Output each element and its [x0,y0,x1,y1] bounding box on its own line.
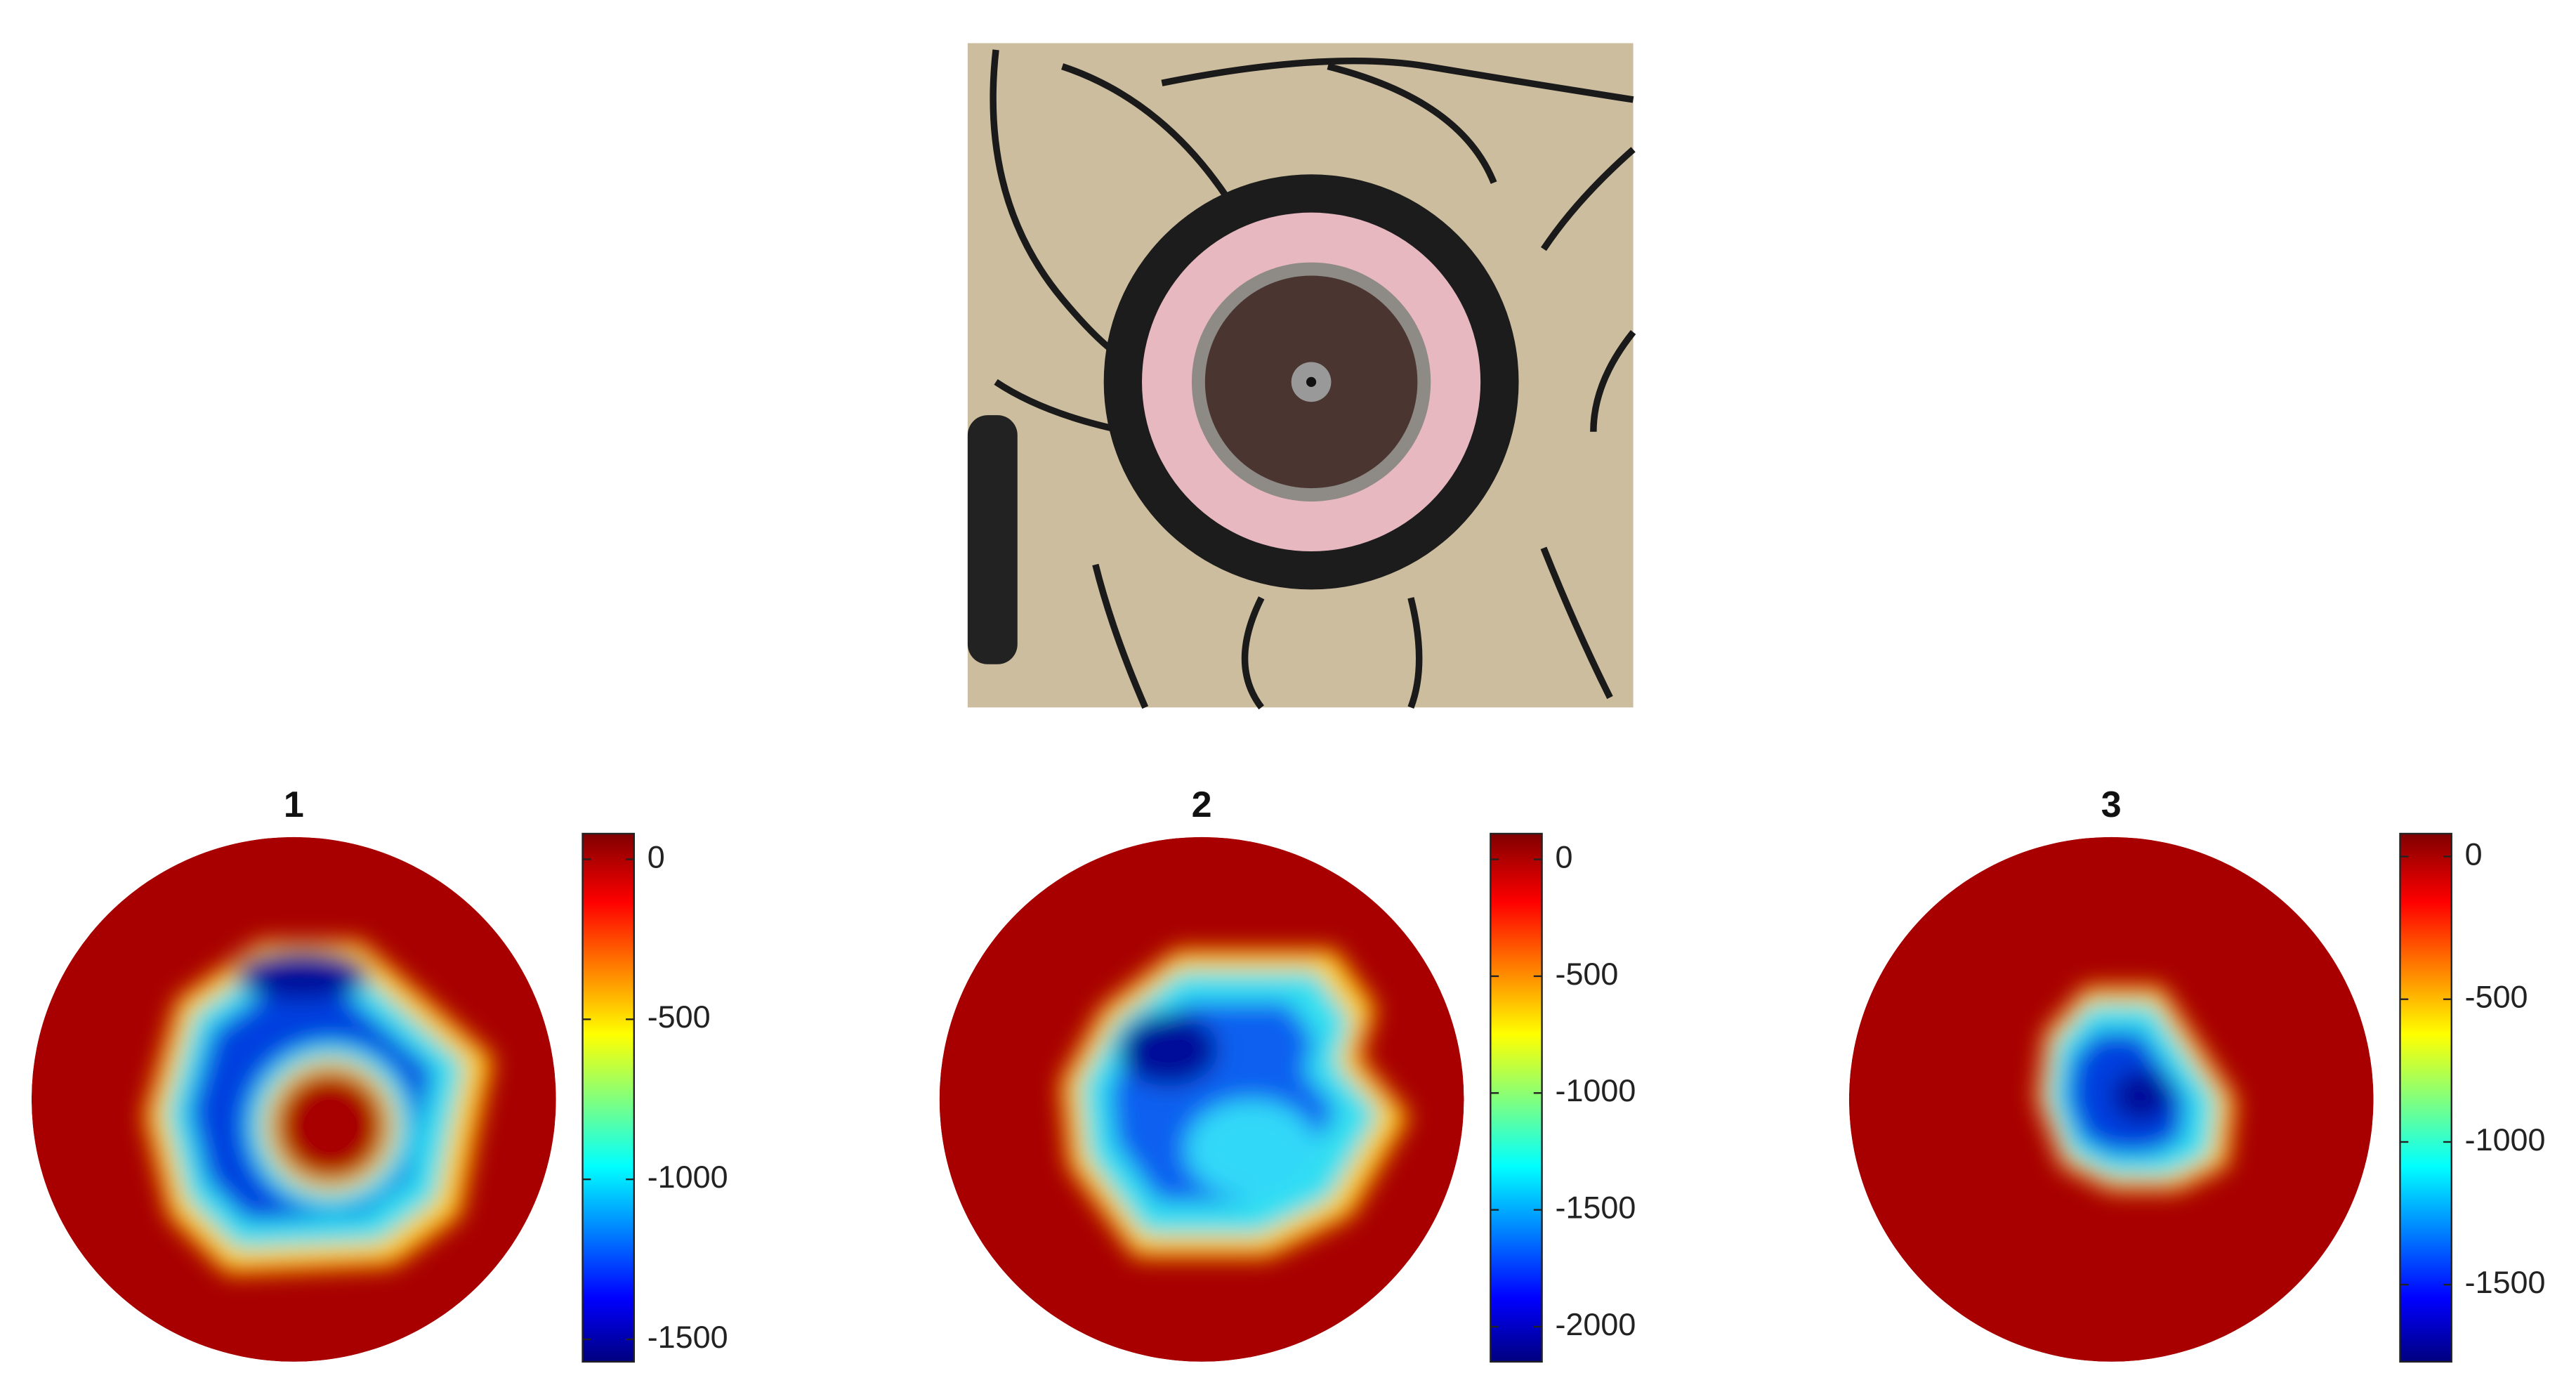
colorbar [1490,832,1543,1363]
colorbar-tick-label: -500 [2465,979,2528,1015]
panel-title: 1 [284,785,304,825]
reconstruction-image [939,836,1464,1362]
colorbar [2399,832,2452,1363]
colorbar-tick-label: -1000 [648,1159,728,1195]
reconstruction-image [1848,836,2374,1362]
colorbar-tick-label: -1500 [2465,1264,2546,1300]
colorbar-tick-label: 0 [648,839,665,874]
photo [967,43,1636,710]
colorbar-tick-label: -1500 [648,1319,728,1355]
panel-title: 3 [2101,785,2122,825]
colorbar-tick-label: -1000 [2465,1122,2546,1157]
colorbar-tick-label: -500 [648,999,711,1035]
colorbar-tick-label: -500 [1556,956,1619,992]
colorbar-tick-label: -1500 [1556,1189,1636,1225]
reconstruction-image [31,836,556,1362]
colorbar [581,832,636,1363]
colorbar-tick-label: 0 [2465,836,2483,872]
colorbar-tick-label: -2000 [1556,1306,1636,1342]
colorbar-tick-label: 0 [1556,839,1573,874]
colorbar-tick-label: -1000 [1556,1072,1636,1108]
panel-title: 2 [1192,785,1212,825]
